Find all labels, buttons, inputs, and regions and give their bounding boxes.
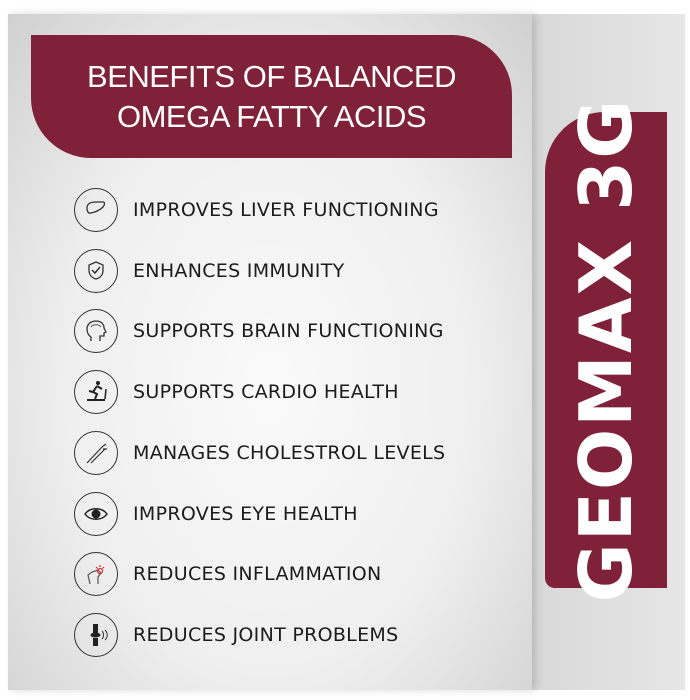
benefit-label: MANAGES CHOLESTROL LEVELS (133, 441, 446, 464)
benefits-header: BENEFITS OF BALANCED OMEGA FATTY ACIDS (31, 35, 512, 158)
benefit-item: ENHANCES IMMUNITY (74, 247, 345, 295)
benefit-item: SUPPORTS BRAIN FUNCTIONING (74, 307, 444, 355)
brand-name: GEOMAX 3G (564, 97, 648, 603)
header-line-2: OMEGA FATTY ACIDS (116, 98, 427, 134)
treadmill-runner-icon (74, 370, 118, 415)
eye-icon (74, 491, 118, 536)
benefit-item: IMPROVES EYE HEALTH (74, 490, 358, 538)
benefit-item: IMPROVES LIVER FUNCTIONING (74, 186, 439, 234)
benefit-label: REDUCES JOINT PROBLEMS (133, 623, 399, 646)
brand-banner (545, 112, 667, 588)
brain-head-icon (74, 309, 118, 354)
inflamed-foot-icon (74, 552, 118, 597)
header-line-1: BENEFITS OF BALANCED (87, 58, 456, 94)
benefit-label: SUPPORTS CARDIO HEALTH (133, 381, 399, 404)
benefit-label: IMPROVES LIVER FUNCTIONING (133, 199, 439, 221)
benefit-label: IMPROVES EYE HEALTH (133, 502, 358, 525)
shield-check-icon (74, 248, 118, 293)
benefit-item: REDUCES JOINT PROBLEMS (74, 611, 398, 659)
benefit-label: REDUCES INFLAMMATION (133, 563, 382, 586)
knee-joint-icon (74, 612, 118, 657)
benefit-item: SUPPORTS CARDIO HEALTH (74, 368, 399, 416)
artery-icon (74, 430, 118, 475)
benefit-item: REDUCES INFLAMMATION (74, 550, 382, 598)
benefit-label: ENHANCES IMMUNITY (133, 259, 345, 282)
liver-icon (74, 188, 118, 232)
benefit-label: SUPPORTS BRAIN FUNCTIONING (133, 320, 444, 343)
benefit-item: MANAGES CHOLESTROL LEVELS (74, 429, 445, 477)
